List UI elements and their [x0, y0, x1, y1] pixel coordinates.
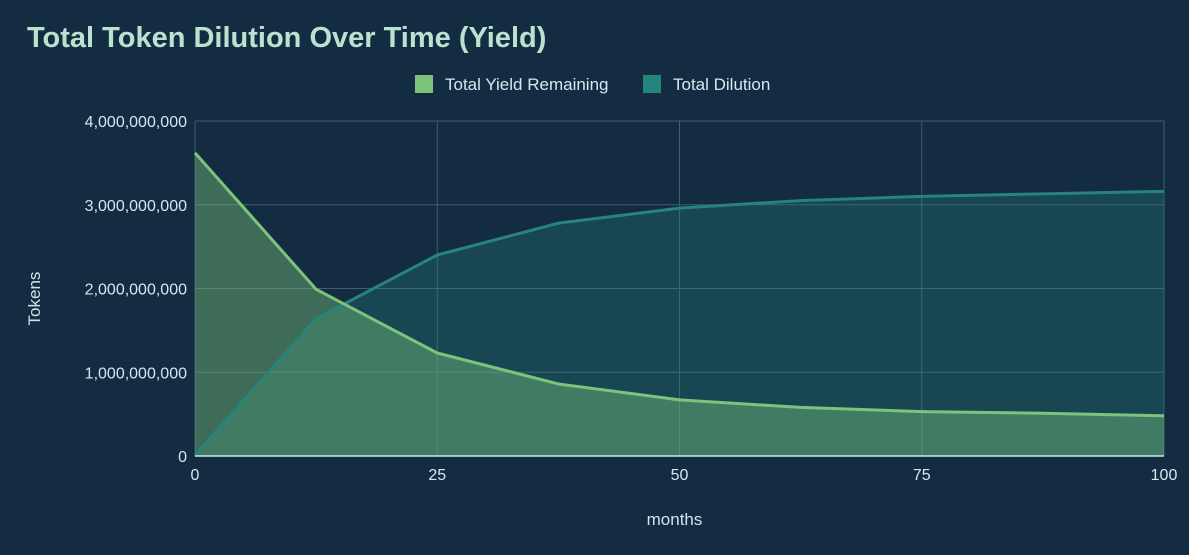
x-axis-title: months	[647, 510, 703, 529]
x-tick-label: 0	[191, 467, 200, 484]
x-tick-label: 25	[428, 467, 446, 484]
legend-label-total-dilution: Total Dilution	[673, 75, 770, 94]
area-total-dilution	[195, 191, 1164, 456]
legend-label-yield-remaining: Total Yield Remaining	[445, 75, 608, 94]
line-total-dilution	[193, 189, 1165, 457]
x-tick-label: 75	[913, 467, 931, 484]
legend-swatch-total-dilution	[643, 75, 661, 93]
line-yield-remaining	[193, 151, 1165, 418]
y-tick-label: 3,000,000,000	[85, 198, 187, 215]
y-tick-label: 4,000,000,000	[85, 114, 187, 131]
y-axis-title: Tokens	[25, 272, 44, 326]
y-tick-label: 0	[178, 449, 187, 466]
x-tick-label: 50	[671, 467, 689, 484]
x-tick-label: 100	[1151, 467, 1178, 484]
legend-swatch-yield-remaining	[415, 75, 433, 93]
area-yield-remaining	[195, 152, 1164, 456]
chart-title: Total Token Dilution Over Time (Yield)	[27, 22, 547, 54]
y-tick-label: 2,000,000,000	[85, 282, 187, 299]
y-tick-label: 1,000,000,000	[85, 365, 187, 382]
